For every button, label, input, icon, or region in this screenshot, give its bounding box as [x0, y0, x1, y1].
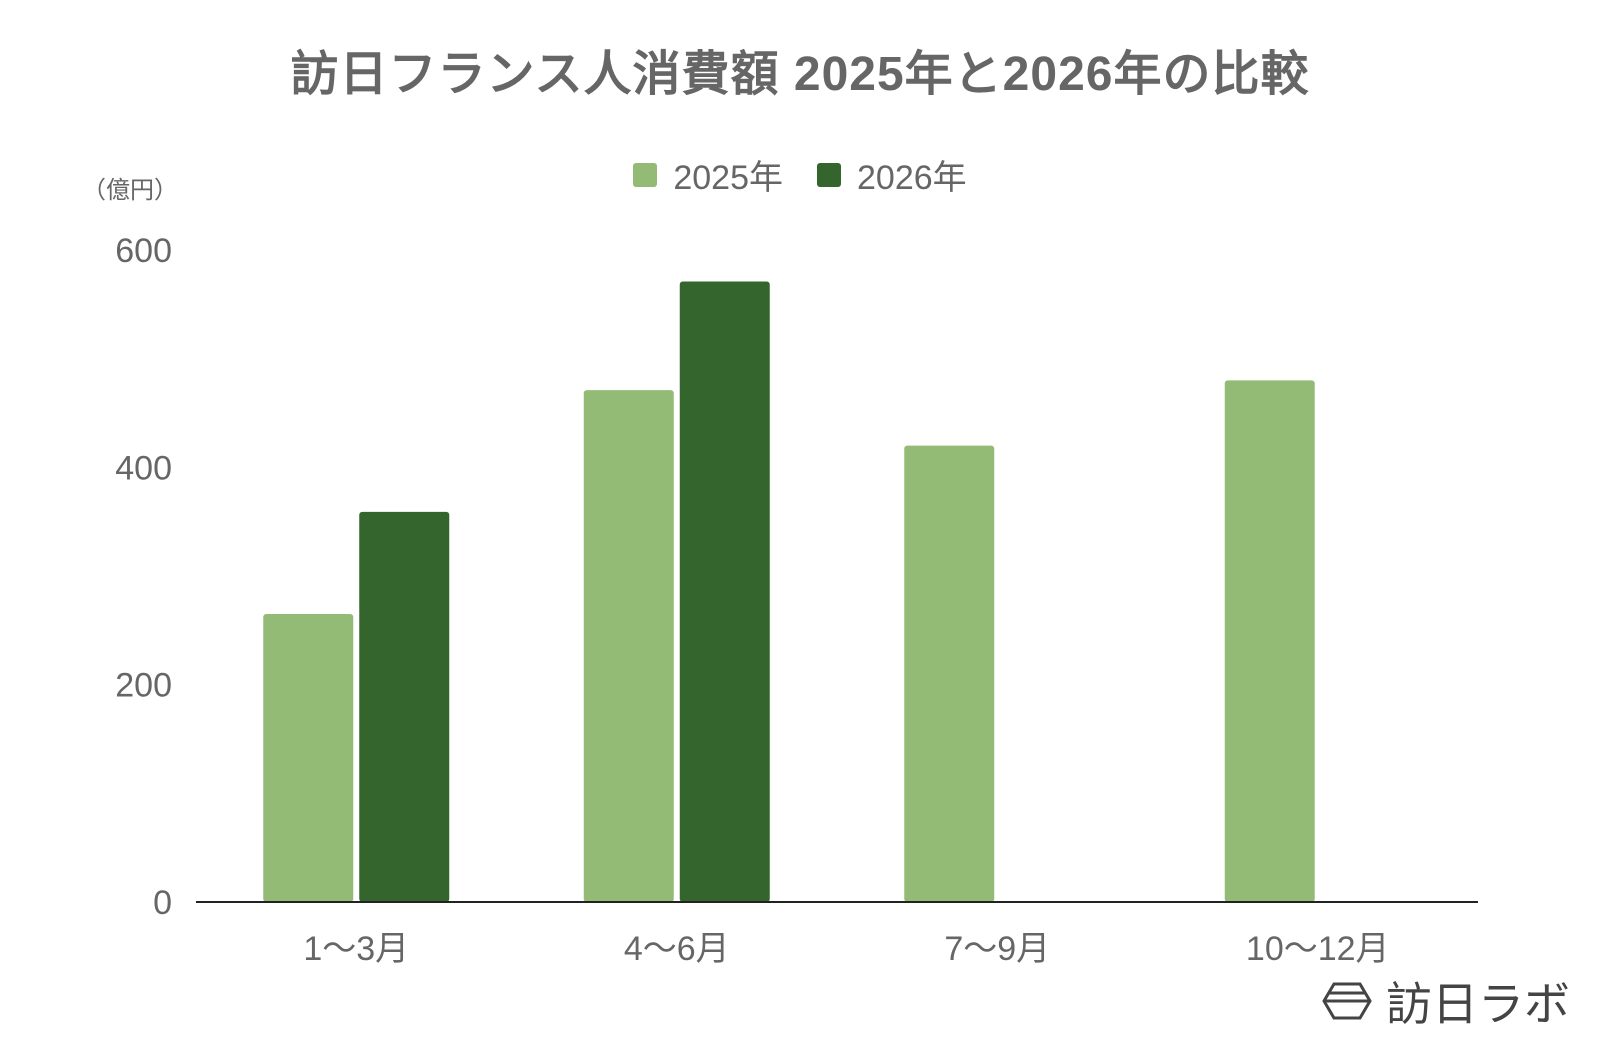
- bar-2025-2: [904, 445, 995, 902]
- y-tick-label: 200: [115, 667, 172, 705]
- brand-logo: 訪日ラボ: [1322, 968, 1570, 1034]
- brand-name: 訪日ラボ: [1386, 978, 1570, 1030]
- legend-label-2026: 2026年: [857, 159, 967, 197]
- x-tick-label: 7〜9月: [944, 930, 1050, 968]
- bar-2026-1: [679, 281, 770, 903]
- hexagon-logo-icon: [1322, 981, 1372, 1021]
- legend-item-2025: 2025年: [633, 150, 783, 199]
- x-tick-label: 1〜3月: [303, 930, 409, 968]
- chart-title: 訪日フランス人消費額 2025年と2026年の比較: [290, 48, 1310, 101]
- legend-label-2025: 2025年: [673, 159, 783, 197]
- y-axis-unit-label: （億円）: [82, 177, 178, 204]
- legend-swatch-2025: [633, 162, 658, 187]
- x-tick-label: 4〜6月: [624, 930, 730, 968]
- x-tick-label: 10〜12月: [1246, 930, 1390, 968]
- y-tick-label: 600: [115, 232, 172, 270]
- bar-2025-1: [583, 390, 674, 902]
- bar-2026-0: [359, 511, 450, 902]
- legend-item-2026: 2026年: [817, 150, 967, 199]
- legend-swatch-2026: [817, 162, 841, 187]
- y-tick-label: 400: [115, 449, 172, 487]
- y-tick-label: 0: [153, 884, 172, 922]
- bar-2025-0: [263, 614, 354, 902]
- legend: 2025年 2026年: [0, 150, 1600, 199]
- bar-2025-3: [1224, 380, 1315, 902]
